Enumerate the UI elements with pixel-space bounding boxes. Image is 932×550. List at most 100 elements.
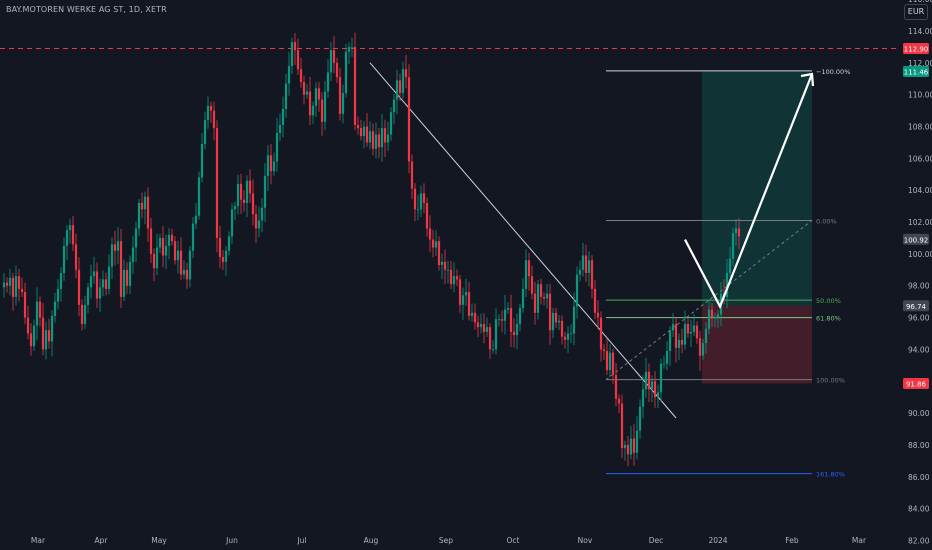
candle-body (35, 301, 39, 326)
price-label-badge (903, 300, 929, 312)
candle-body (68, 225, 72, 231)
candle-body (650, 381, 654, 390)
candle-body (209, 105, 213, 111)
candle-body (638, 406, 642, 431)
long-position-tool[interactable] (702, 71, 812, 384)
candle-body (521, 288, 525, 309)
candle-body (284, 83, 288, 110)
candle-body (2, 282, 6, 288)
fib-retracement-label: 100.00% (816, 377, 845, 385)
candle-body (362, 126, 366, 137)
time-tick-label: 2024 (708, 536, 727, 545)
price-axis[interactable]: 80.0082.0084.0086.0088.0090.0092.0094.00… (908, 0, 932, 550)
candle-body (647, 371, 651, 390)
candle-body (290, 42, 294, 67)
candle-body (251, 193, 255, 215)
candle-body (701, 343, 705, 356)
drawing-lines[interactable] (0, 48, 897, 419)
candle-body (656, 392, 660, 398)
candle-body (518, 308, 522, 324)
candle-body (287, 66, 291, 84)
candle-body (371, 131, 375, 149)
candle-body (173, 241, 177, 261)
fib-retracement-label: 61.80% (816, 315, 841, 323)
candle-body (458, 279, 462, 305)
price-label-text: 111.46 (904, 68, 929, 76)
candle-body (392, 99, 396, 113)
candle-body (305, 91, 309, 95)
candle-body (431, 239, 435, 248)
candle-body (572, 306, 576, 334)
candle-body (698, 338, 702, 356)
candle-body (167, 234, 171, 246)
candle-body (704, 328, 708, 344)
currency-button[interactable]: EUR (904, 4, 928, 20)
candle-body (125, 269, 129, 286)
candle-body (347, 46, 351, 52)
candle-body (620, 403, 624, 449)
candle-body (341, 93, 345, 114)
candle-body (473, 312, 477, 323)
candle-body (686, 323, 690, 334)
price-tick-label: 88.00 (908, 441, 930, 450)
candle-body (275, 132, 279, 162)
price-axis-labels: 112.90 111.46 100.92 96.74 91.86 (903, 43, 929, 389)
candle-body (653, 381, 657, 398)
candle-body (491, 349, 495, 351)
candle-body (668, 330, 672, 352)
candle-body (461, 295, 465, 305)
candle-body (242, 199, 246, 203)
candle-body (455, 276, 459, 280)
candle-body (452, 276, 456, 285)
price-tick-label: 114.00 (908, 27, 932, 36)
candle-body (671, 323, 675, 331)
candle-body (206, 105, 210, 121)
candle-body (191, 223, 195, 251)
candle-body (131, 247, 135, 262)
candle-body (734, 228, 738, 234)
candle-body (443, 261, 447, 270)
candle-body (89, 276, 93, 288)
price-tick-label: 82.00 (908, 536, 930, 545)
candle-body (389, 112, 393, 135)
candle-body (527, 260, 531, 277)
symbol-title: BAY.MOTOREN WERKE AG ST, 1D, XETR (6, 5, 167, 14)
candle-body (230, 209, 234, 237)
candle-body (677, 339, 681, 348)
candle-body (629, 438, 633, 455)
candle-body (716, 314, 720, 318)
candle-body (536, 284, 540, 313)
candle-body (137, 202, 141, 229)
time-tick-label: Mar (31, 536, 46, 545)
candle-body (182, 269, 186, 275)
candle-body (299, 69, 303, 82)
candle-body (269, 155, 273, 172)
candle-body (83, 304, 87, 324)
time-axis[interactable]: Mar Apr May Jun Jul Aug Sep Oct Nov Dec 2024 Feb Mar (31, 536, 867, 545)
time-tick-label: Dec (649, 536, 664, 545)
candle-body (59, 273, 63, 289)
candle-body (566, 333, 570, 340)
candle-body (545, 293, 549, 299)
candle-body (596, 312, 600, 318)
candle-body (368, 131, 372, 143)
candle-body (434, 241, 438, 248)
price-tick-label: 94.00 (908, 345, 930, 354)
candle-body (623, 444, 627, 449)
fib-trend-dashed-line (605, 220, 813, 381)
candle-body (164, 245, 168, 256)
candle-body (146, 196, 150, 229)
projection-arrow[interactable] (684, 72, 815, 310)
candle-body (188, 250, 192, 280)
candle-body (593, 288, 597, 313)
price-label-badge (903, 377, 929, 389)
candle-body (422, 193, 426, 203)
candle-body (695, 325, 699, 339)
candle-body (11, 277, 15, 297)
time-tick-label: Jun (225, 536, 238, 545)
candle-body (263, 175, 267, 208)
candle-body (155, 247, 159, 269)
price-label-text: 96.74 (906, 303, 927, 311)
price-tick-label: 112.00 (908, 59, 932, 68)
